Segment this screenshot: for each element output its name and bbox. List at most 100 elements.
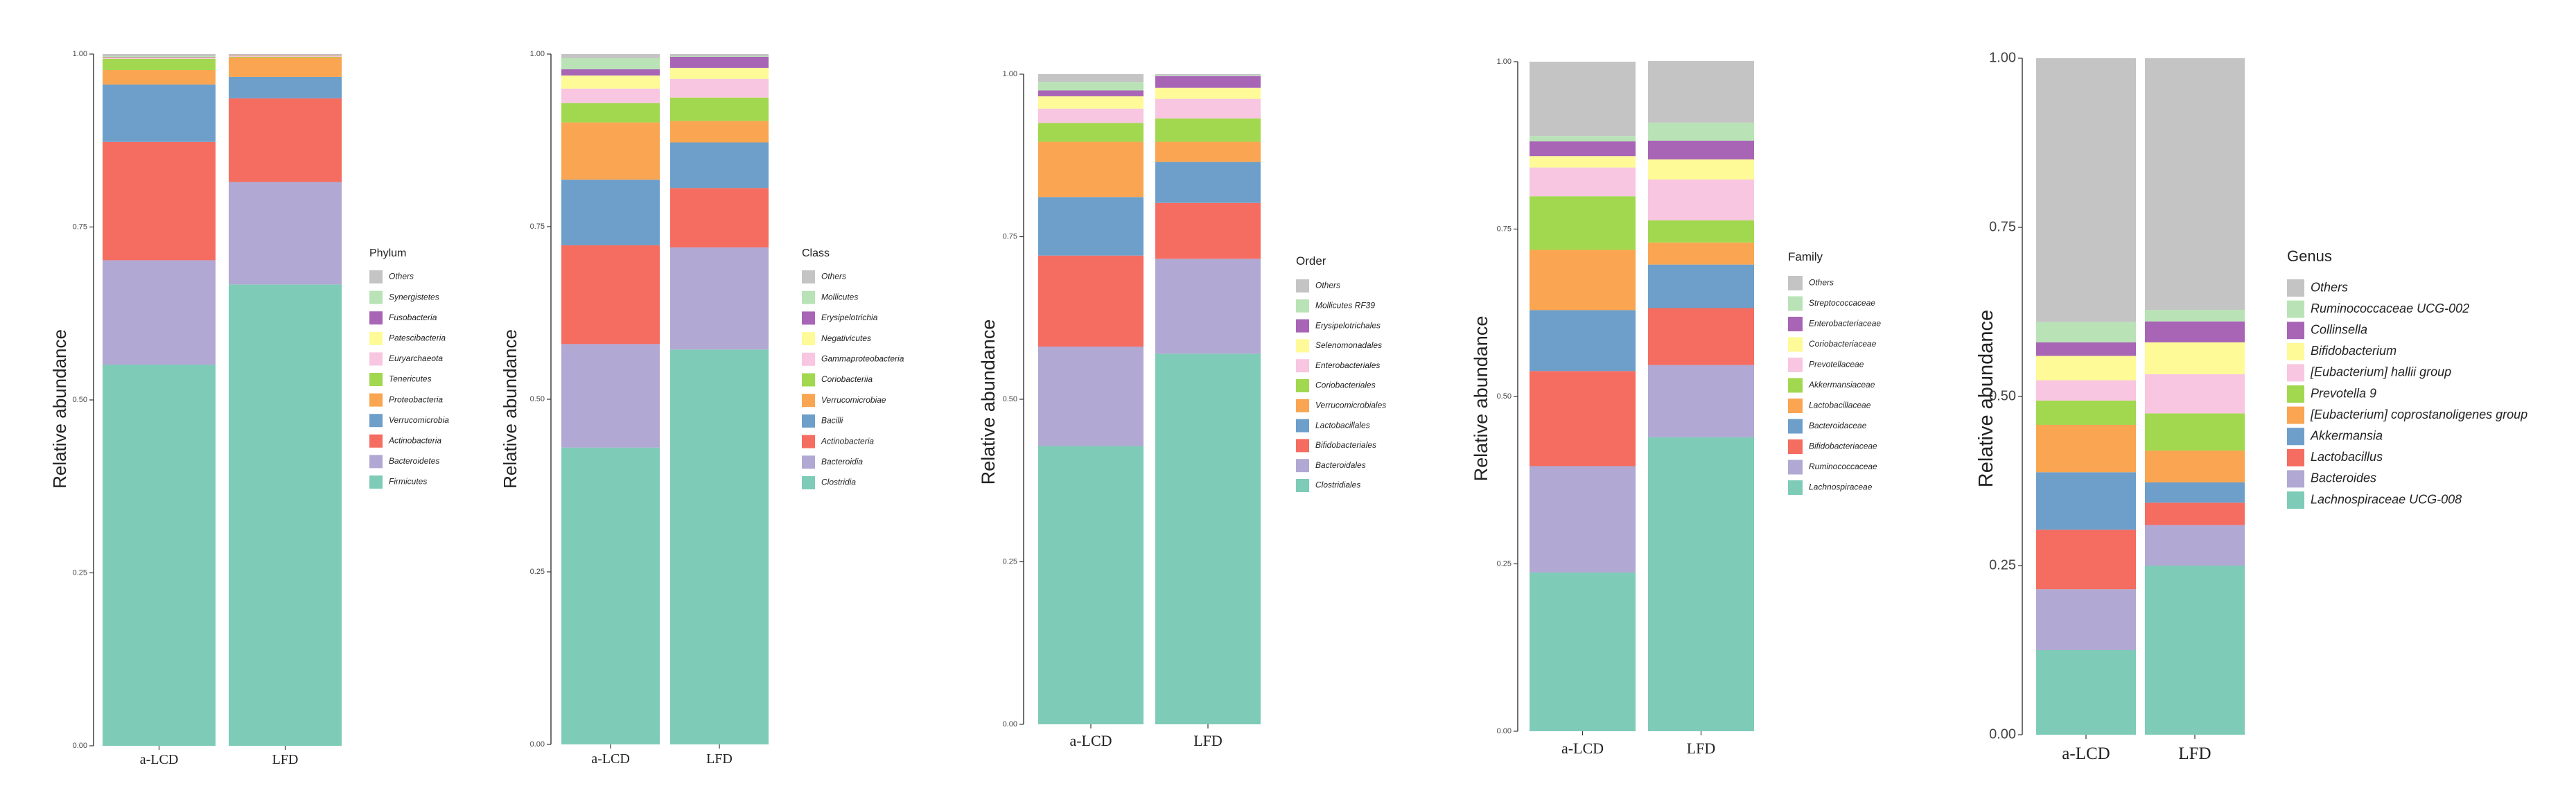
bar-segment-lactobacillales — [1155, 161, 1261, 203]
legend-swatch — [1296, 399, 1309, 412]
bar-segment-clostridia — [561, 447, 660, 744]
bar-segment-others — [670, 54, 769, 56]
bar-segment-collinsella — [2145, 321, 2245, 342]
legend-title: Family — [1788, 250, 1823, 263]
bar-segment-others — [229, 54, 342, 55]
legend-swatch — [369, 455, 383, 469]
x-category-label: a-LCD — [1561, 740, 1604, 757]
legend-swatch — [2287, 342, 2304, 360]
y-tick-label: 0.00 — [1003, 720, 1017, 728]
bar-segment-lachnospiraceae — [1648, 437, 1754, 731]
x-category-label: a-LCD — [140, 752, 179, 767]
legend-label: Ruminococcaceae — [1809, 462, 1877, 471]
bar-segment-bacteroidaceae — [1648, 264, 1754, 308]
legend-title: Genus — [2287, 247, 2332, 265]
bar-segment-akkermansia — [2036, 472, 2136, 530]
legend-label: Mollicutes — [821, 292, 858, 302]
bar-segment-verrucomicrobia — [103, 84, 216, 142]
legend-swatch — [2287, 406, 2304, 424]
bar-segment-others — [2036, 58, 2136, 322]
legend-label: Proteobacteria — [389, 394, 443, 404]
legend-swatch — [369, 475, 383, 489]
bar-segment-akkermansia — [2145, 482, 2245, 503]
y-tick-label: 0.75 — [530, 222, 545, 231]
legend-label: Actinobacteria — [821, 436, 874, 446]
legend-label: Verrucomicrobia — [389, 415, 449, 425]
legend-label: Actinobacteria — [388, 435, 441, 445]
bar-segment-selenomonadales — [1155, 87, 1261, 99]
legend-swatch — [2287, 428, 2304, 446]
bar-segment-bacilli — [561, 180, 660, 245]
bar-segment-coriobacteriia — [561, 103, 660, 123]
legend-label: Coriobacteriaceae — [1809, 339, 1877, 349]
legend-swatch — [1296, 279, 1309, 292]
legend-swatch — [369, 331, 383, 345]
bar-segment-euryarchaeota — [229, 55, 342, 57]
legend-swatch — [802, 476, 815, 489]
bar-segment-prevotellaceae — [1648, 180, 1754, 220]
legend-swatch — [1788, 317, 1803, 331]
legend-swatch — [2287, 322, 2304, 340]
legend-label: Tenericutes — [389, 374, 432, 384]
legend-title: Class — [802, 247, 830, 259]
bar-segment-proteobacteria — [229, 57, 342, 77]
bar-segment-others — [1648, 61, 1754, 123]
legend-swatch — [802, 394, 815, 408]
bar-segment-eubacterium-coprostanoligenes-group — [2145, 451, 2245, 482]
bar-segment-negativicutes — [670, 67, 769, 79]
legend-swatch — [2287, 385, 2304, 403]
legend-swatch — [2287, 279, 2304, 297]
legend-label: Prevotellaceae — [1809, 360, 1864, 369]
x-category-label: LFD — [272, 752, 299, 767]
bar-segment-verrucomicrobiae — [670, 121, 769, 143]
legend-swatch — [802, 270, 815, 283]
y-tick-label: 0.25 — [1003, 557, 1017, 566]
legend-label: Synergistetes — [389, 292, 439, 302]
bar-segment-firmicutes — [229, 284, 342, 746]
bar-segment-ruminococcaceae — [1648, 365, 1754, 437]
y-axis-title: Relative abundance — [500, 329, 520, 489]
y-tick-label: 0.50 — [73, 396, 87, 404]
y-tick-label: 0.25 — [530, 568, 545, 576]
y-tick-label: 0.25 — [73, 568, 87, 577]
legend-label: Streptococcaceae — [1809, 298, 1875, 308]
legend-swatch — [1788, 399, 1803, 413]
bar-segment-bifidobacteriales — [1155, 202, 1261, 259]
legend-title: Phylum — [369, 247, 406, 259]
y-tick-label: 0.75 — [1003, 232, 1017, 241]
legend-label: Enterobacteriales — [1315, 360, 1380, 370]
legend-swatch — [1296, 339, 1309, 353]
bar-segment-prevotella-9 — [2036, 400, 2136, 425]
bar-segment-mollicutes — [561, 58, 660, 69]
bar-segment-lactobacillales — [1038, 197, 1144, 256]
bar-segment-clostridia — [670, 349, 769, 745]
legend-swatch — [1296, 439, 1309, 453]
legend-label: Bacteroides — [2311, 471, 2376, 485]
legend-swatch — [1296, 299, 1309, 313]
y-tick-label: 0.75 — [1989, 219, 2016, 234]
y-tick-label: 0.50 — [1497, 392, 1512, 401]
legend-swatch — [802, 352, 815, 366]
bar-segment-bacteroidia — [561, 344, 660, 448]
legend-swatch — [2287, 300, 2304, 318]
legend-swatch — [1296, 479, 1309, 492]
bar-segment-bacteroidales — [1155, 259, 1261, 354]
bar-segment-eubacterium-coprostanoligenes-group — [2036, 424, 2136, 473]
bar-segment-bacilli — [670, 142, 769, 189]
bar-segment-lactobacillus — [2036, 530, 2136, 590]
bar-segment-lachnospiraceae-ucg-008 — [2036, 650, 2136, 735]
bar-segment-akkermansiaceae — [1648, 220, 1754, 243]
legend-label: Others — [1315, 281, 1340, 290]
legend-label: Lachnospiraceae — [1809, 482, 1873, 492]
bar-segment-verrucomicrobiales — [1038, 141, 1144, 198]
legend-label: Akkermansiaceae — [1808, 380, 1875, 390]
legend-label: Bacteroidia — [821, 457, 863, 466]
bar-segment-ruminococcaceae — [1530, 466, 1636, 573]
bar-segment-bacteroidetes — [103, 260, 216, 365]
y-tick-label: 0.00 — [530, 740, 545, 749]
legend-label: [Eubacterium] hallii group — [2310, 365, 2451, 379]
x-category-label: LFD — [706, 751, 733, 767]
bar-segment-clostridiales — [1155, 353, 1261, 725]
bar-segment-actinobacteria — [670, 188, 769, 247]
bar-segment-verrucomicrobia — [229, 76, 342, 98]
